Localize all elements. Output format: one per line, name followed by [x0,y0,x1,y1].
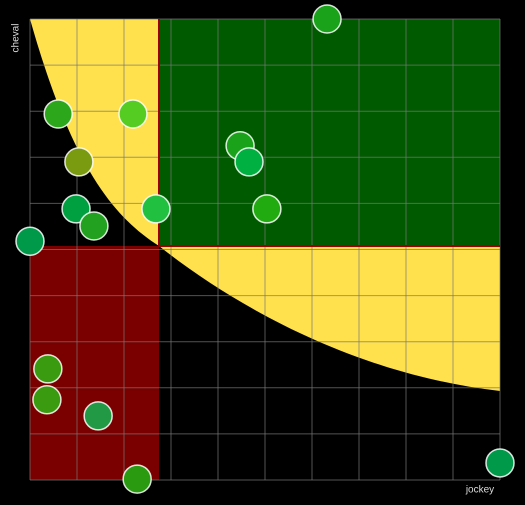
data-point [312,4,342,34]
data-point [33,354,63,384]
x-axis-label: jockey [465,485,494,496]
data-point [64,147,94,177]
green-zone [159,19,500,246]
points [15,4,515,494]
data-point [485,448,515,478]
y-axis-label: cheval [11,24,22,53]
data-point [118,99,148,129]
data-point [32,385,62,415]
data-point [252,194,282,224]
data-point [15,226,45,256]
data-point [234,147,264,177]
data-point [61,194,91,224]
grid [29,18,501,481]
data-point [43,99,73,129]
data-point [141,194,171,224]
data-point [122,464,152,494]
data-point [83,401,113,431]
data-point [79,211,109,241]
